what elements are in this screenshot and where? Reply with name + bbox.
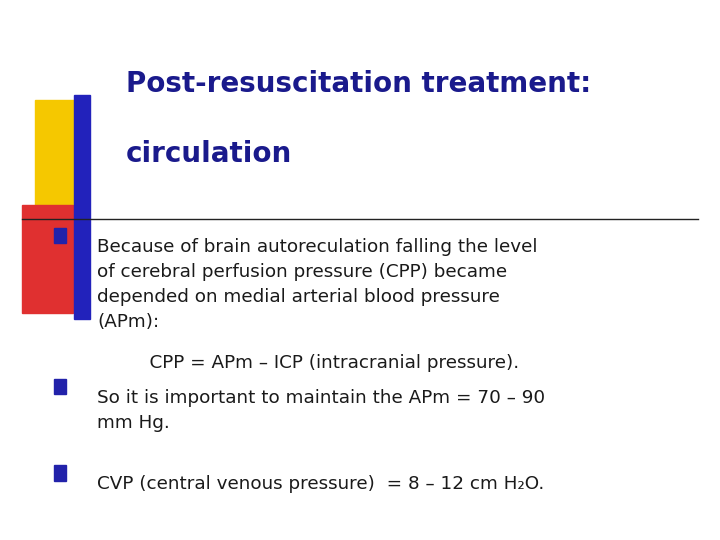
Bar bbox=[54, 379, 66, 394]
Bar bbox=[54, 228, 66, 243]
Text: Because of brain autoreculation falling the level
of cerebral perfusion pressure: Because of brain autoreculation falling … bbox=[97, 238, 538, 330]
Text: Post-resuscitation treatment:: Post-resuscitation treatment: bbox=[126, 70, 591, 98]
Bar bbox=[74, 94, 90, 319]
Text: CPP = APm – ICP (intracranial pressure).: CPP = APm – ICP (intracranial pressure). bbox=[126, 354, 519, 372]
Bar bbox=[22, 205, 73, 313]
Text: circulation: circulation bbox=[126, 140, 292, 168]
Text: CVP (central venous pressure)  = 8 – 12 cm H₂O.: CVP (central venous pressure) = 8 – 12 c… bbox=[97, 475, 544, 493]
Bar bbox=[35, 100, 86, 219]
Bar bbox=[54, 465, 66, 481]
Text: So it is important to maintain the APm = 70 – 90
mm Hg.: So it is important to maintain the APm =… bbox=[97, 389, 545, 432]
